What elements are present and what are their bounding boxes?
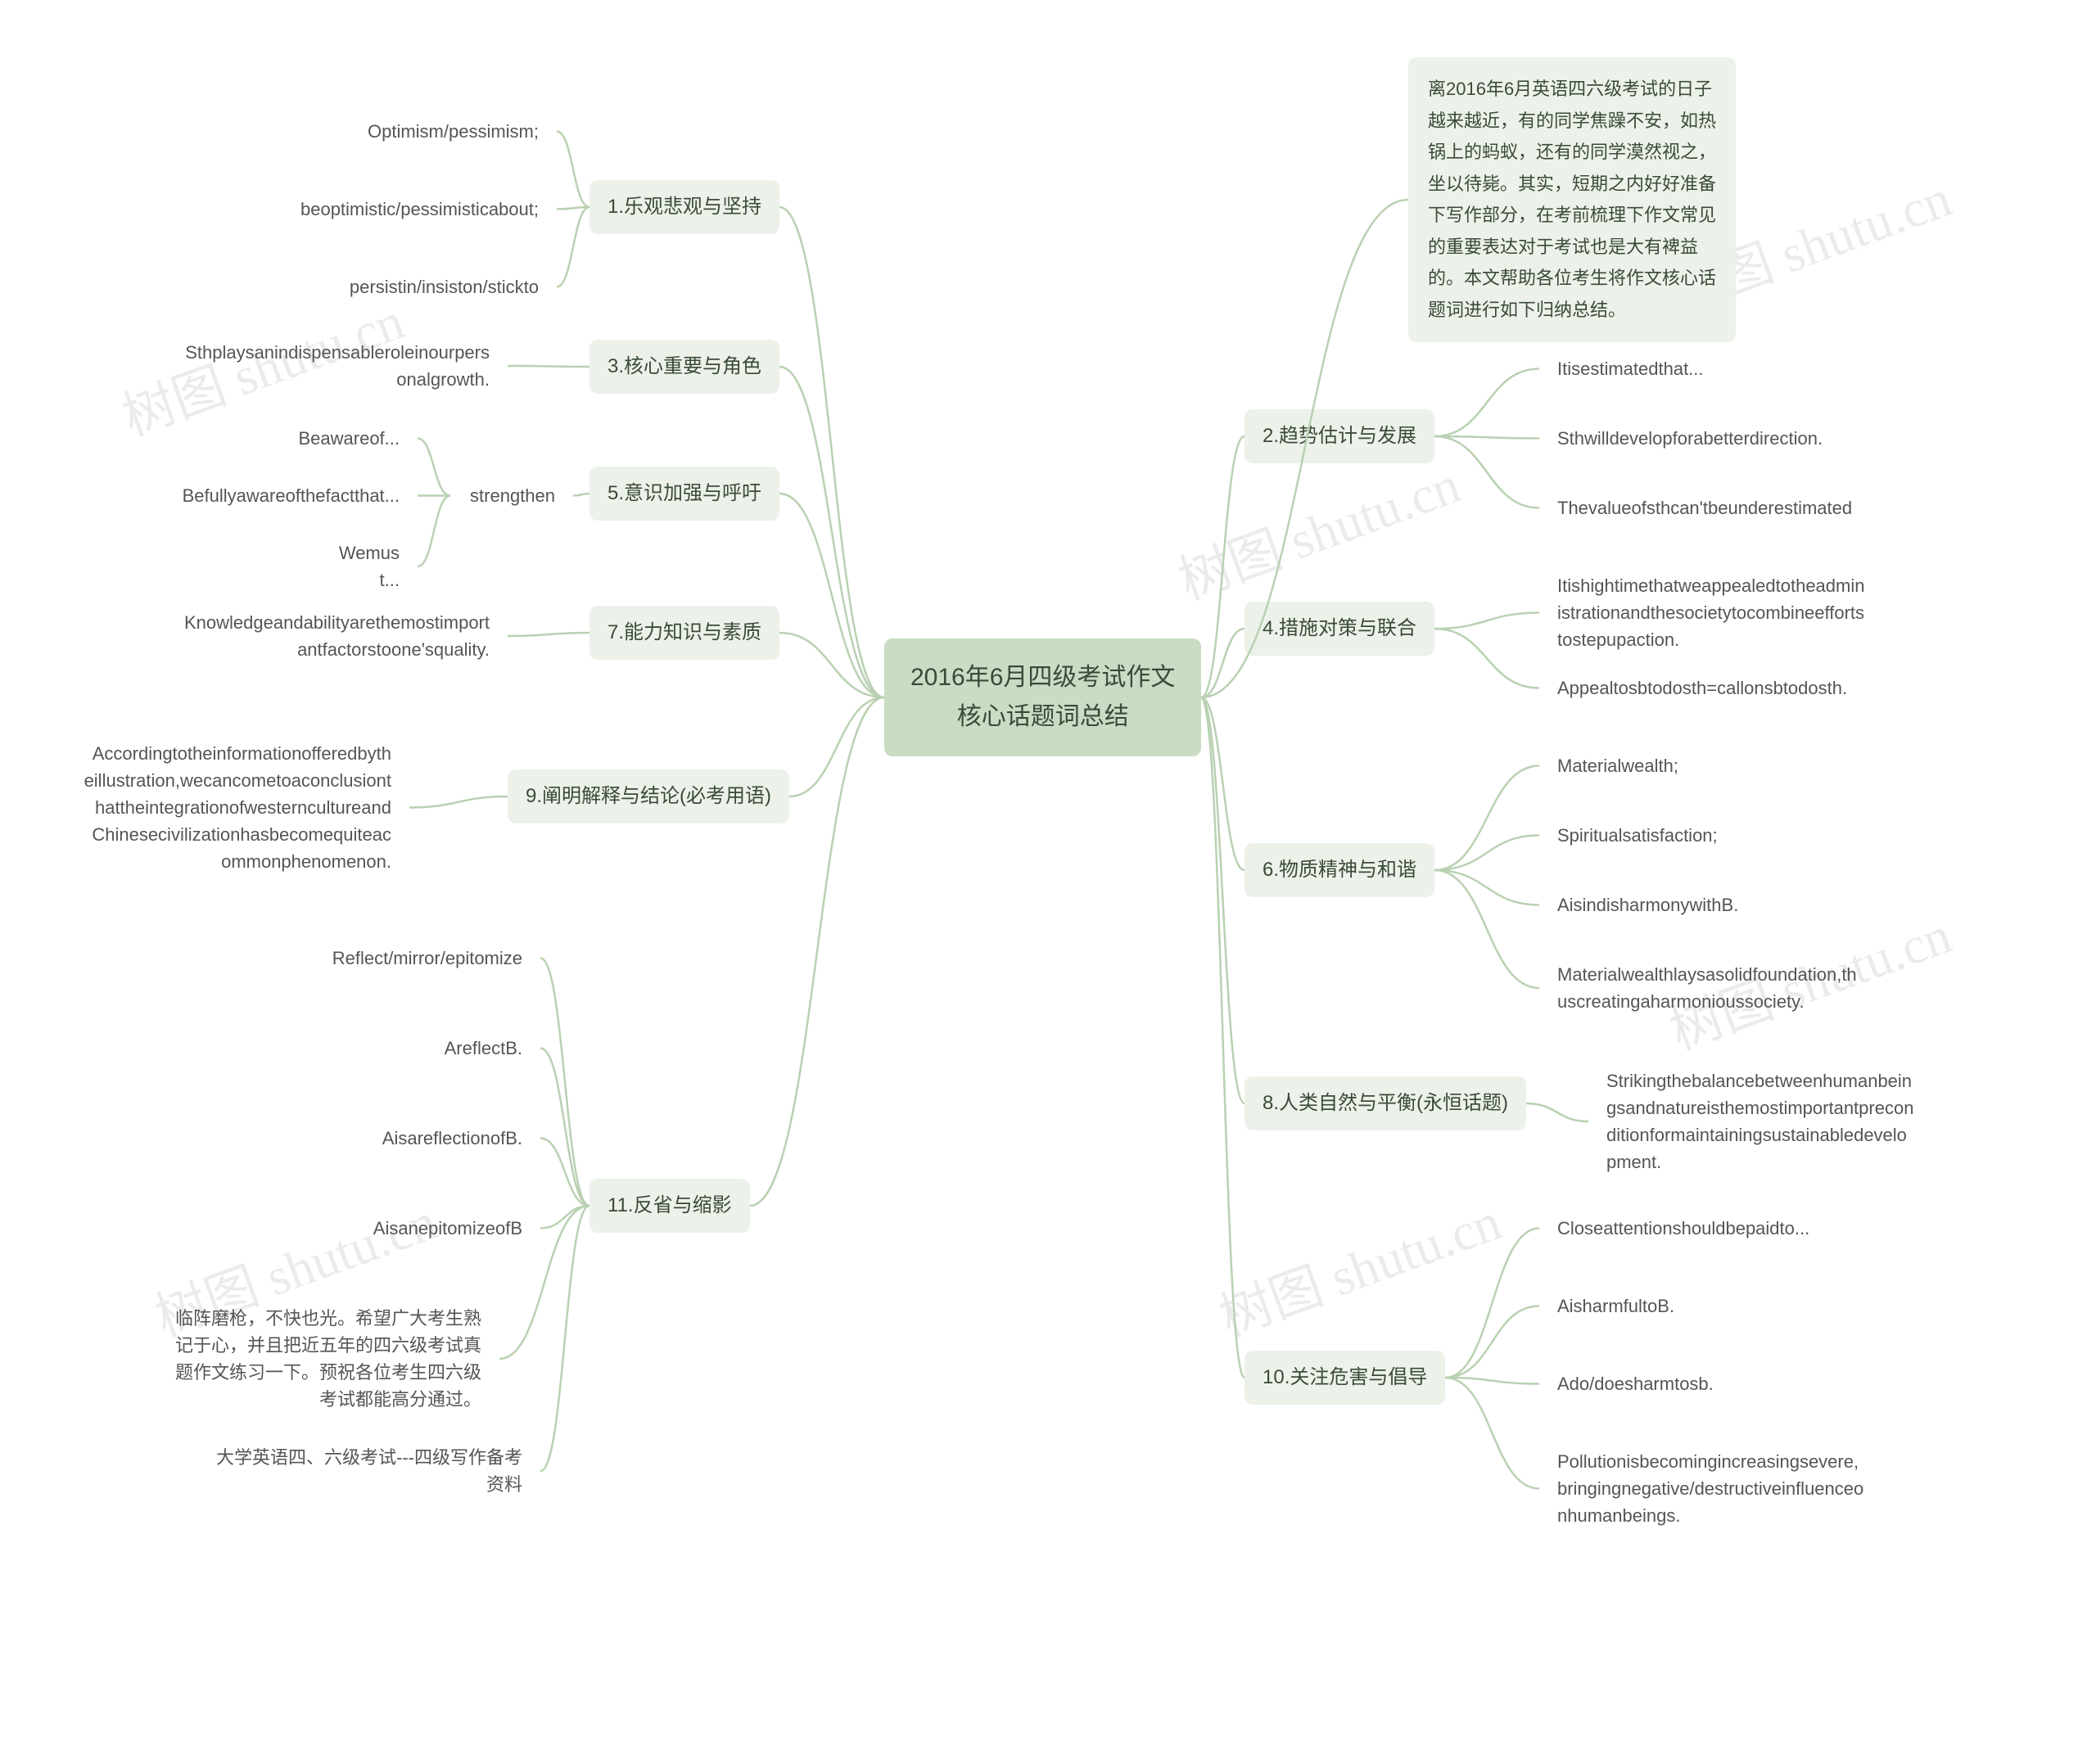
leaf: Spiritualsatisfaction; [1539,810,1785,860]
leaf: 大学英语四、六级考试---四级写作备考资料 [196,1432,540,1509]
leaf: AisanepitomizeofB [352,1203,540,1253]
leaf: Beawareof... [270,413,418,463]
leaf: Optimism/pessimism; [295,106,557,156]
topic-7: 7.能力知识与素质 [590,606,779,660]
topic-10: 10.关注危害与倡导 [1244,1351,1445,1405]
leaf: Sthplaysanindispensableroleinourpersonal… [164,327,508,404]
watermark: 树图 shutu.cn [1167,443,1469,614]
leaf: Thevalueofsthcan'tbeunderestimated [1539,483,1883,533]
leaf: persistin/insiston/stickto [287,262,557,312]
leaf: Ado/doesharmtosb. [1539,1359,1785,1409]
leaf: Itisestimatedthat... [1539,344,1826,394]
leaf: Itishightimethatweappealedtotheadministr… [1539,561,1883,665]
leaf: 临阵磨枪，不快也光。希望广大考生熟记于心，并且把近五年的四六级考试真题作文练习一… [156,1293,499,1424]
topic-2: 2.趋势估计与发展 [1244,409,1434,463]
topic-11: 11.反省与缩影 [590,1179,750,1233]
leaf: Sthwilldevelopforabetterdirection. [1539,413,1883,463]
leaf: strengthen [450,471,573,521]
intro-text: 离2016年6月英语四六级考试的日子越来越近，有的同学焦躁不安，如热锅上的蚂蚁，… [1408,57,1736,342]
leaf: beoptimistic/pessimisticabout; [229,184,557,234]
leaf: AisareflectionofB. [360,1113,540,1163]
leaf: Strikingthebalancebetweenhumanbeingsandn… [1588,1056,1932,1187]
watermark: 树图 shutu.cn [1208,1180,1510,1351]
leaf: AreflectB. [409,1023,540,1073]
leaf: Reflect/mirror/epitomize [295,933,540,983]
root-node: 2016年6月四级考试作文核心话题词总结 [884,638,1201,756]
topic-1: 1.乐观悲观与坚持 [590,180,779,234]
leaf: Closeattentionshouldbepaidto... [1539,1203,1867,1253]
leaf: Befullyawareofthefactthat... [147,471,418,521]
topic-6: 6.物质精神与和谐 [1244,843,1434,897]
leaf: Wemust... [303,528,418,605]
leaf: Pollutionisbecomingincreasingsevere,brin… [1539,1437,1883,1541]
topic-5: 5.意识加强与呼吁 [590,467,779,521]
topic-9: 9.阐明解释与结论(必考用语) [508,769,789,823]
leaf: Materialwealthlaysasolidfoundation,thusc… [1539,950,1883,1026]
leaf: Accordingtotheinformationofferedbytheill… [66,729,409,887]
leaf: Appealtosbtodosth=callonsbtodosth. [1539,663,1883,713]
topic-3: 3.核心重要与角色 [590,340,779,394]
leaf: Materialwealth; [1539,741,1785,791]
topic-4: 4.措施对策与联合 [1244,602,1434,656]
leaf: Knowledgeandabilityarethemostimportantfa… [164,598,508,674]
leaf: AisharmfultoB. [1539,1281,1785,1331]
leaf: AisindisharmonywithB. [1539,880,1826,930]
topic-8: 8.人类自然与平衡(永恒话题) [1244,1076,1526,1130]
